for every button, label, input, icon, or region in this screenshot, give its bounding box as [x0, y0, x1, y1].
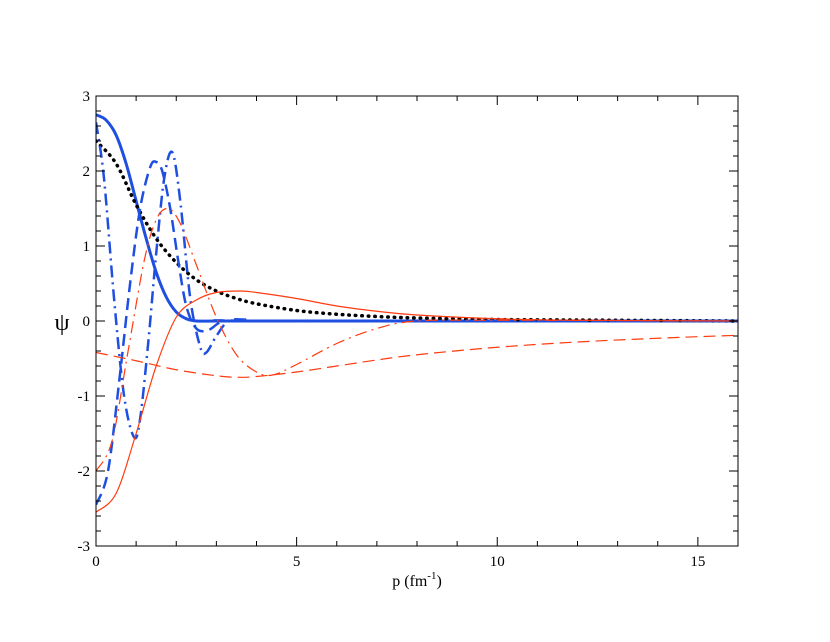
x-axis-label-base: p (fm [392, 573, 428, 590]
y-tick-label: 2 [83, 164, 91, 180]
series-line-1 [96, 113, 738, 323]
series-layer [96, 113, 738, 513]
series-line-2 [96, 139, 738, 323]
x-axis-label-superscript: -1 [427, 570, 436, 582]
series-line-4 [96, 122, 738, 440]
y-tick-label: -3 [78, 539, 91, 555]
x-tick-label: 15 [690, 554, 705, 570]
x-tick-label: 5 [293, 554, 301, 570]
x-axis-label: p (fm-1) [392, 570, 442, 590]
x-tick-label: 10 [490, 554, 505, 570]
x-axis-label-close: ) [436, 573, 441, 590]
x-tick-label: 0 [92, 554, 100, 570]
series-line-7 [96, 334, 738, 378]
y-tick-label: -1 [78, 389, 91, 405]
y-tick-label: 3 [83, 89, 91, 105]
tick-layer: 0 5 10 15 -3 -2 -1 0 1 2 3 [78, 89, 739, 570]
y-tick-label: 1 [83, 239, 91, 255]
series-line-6 [96, 207, 738, 472]
series-line-3 [96, 160, 738, 506]
y-tick-label: -2 [78, 464, 91, 480]
series-line-5 [96, 290, 738, 513]
y-axis-label: ψ [54, 310, 69, 336]
y-tick-label: 0 [83, 314, 91, 330]
